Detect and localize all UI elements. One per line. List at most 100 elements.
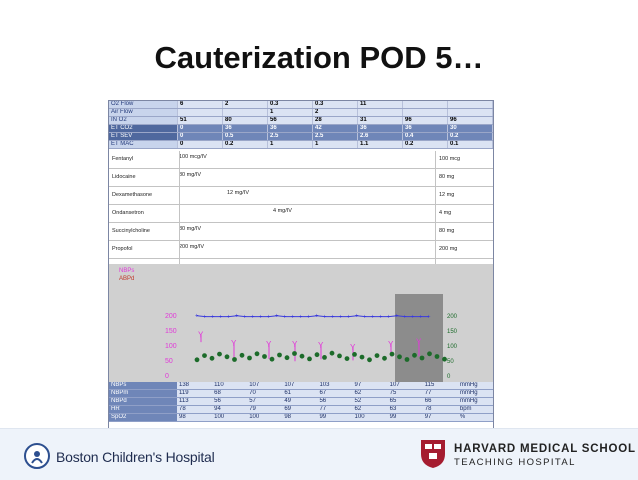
vitals-row-label: NBPd	[109, 397, 177, 406]
vitals-cell: 61	[282, 389, 318, 398]
spo2-marker: +	[299, 315, 303, 321]
vitals-row-label: NBPm	[109, 389, 177, 398]
right-tick-label: 100	[447, 344, 458, 350]
heart-rate-point	[367, 357, 372, 363]
ventilation-cell	[402, 108, 448, 117]
ventilation-cell: 0.3	[267, 101, 313, 109]
spo2-marker: +	[395, 314, 399, 320]
medication-row: Succinylcholine 80 mg/IV 80 mg	[109, 223, 493, 241]
vitals-cell: 49	[282, 397, 318, 406]
harvard-shield-icon	[421, 440, 445, 468]
heart-rate-point	[292, 351, 297, 356]
medication-total-dose: 80 mg	[439, 174, 455, 180]
spo2-marker: +	[379, 315, 383, 321]
medication-list: Fentanyl 100 mcg/IV 100 mcg Lidocaine 80 mg/…	[109, 151, 493, 277]
heart-rate-point	[269, 356, 275, 362]
ventilation-row: ET MAC 0 0.2 1 1 1.1 0.2 0.1	[109, 140, 493, 149]
bp-systolic-marker: Y	[388, 340, 394, 349]
medication-row: Propofol 200 mg/IV 200 mg	[109, 241, 493, 259]
vitals-cell: 77	[317, 405, 353, 414]
vitals-cell: 115	[422, 382, 458, 390]
bp-systolic-marker: Y	[292, 340, 298, 349]
heart-rate-point	[352, 352, 357, 357]
heart-rate-point	[277, 352, 282, 358]
vitals-cell: 56	[317, 397, 353, 406]
medication-name: Succinylcholine	[112, 228, 150, 234]
spo2-marker: +	[387, 315, 391, 321]
vitals-cell: 97	[422, 413, 458, 422]
medication-row: Dexamethasone 12 mg/IV 12 mg	[109, 187, 493, 205]
ventilation-row-label: IN O2	[109, 116, 178, 125]
vitals-cell: 107	[387, 382, 423, 390]
heart-rate-point	[284, 355, 290, 361]
heart-rate-point	[232, 357, 237, 362]
right-tick-label: 50	[447, 359, 454, 365]
legend-entry: NBPs	[119, 268, 134, 274]
heart-rate-point	[217, 351, 222, 357]
spo2-marker: +	[251, 315, 255, 321]
medication-name: Fentanyl	[112, 156, 134, 162]
vitals-cell: 79	[247, 405, 283, 414]
vitals-cell: 119	[177, 389, 213, 398]
ventilation-cell: 28	[312, 116, 358, 125]
ventilation-row: O2 Flow 6 2 0.3 0.3 11	[109, 101, 493, 109]
vitals-cell: 98	[177, 413, 213, 422]
ventilation-cell: 56	[267, 116, 313, 125]
vitals-table: NBPs 138 110 107 107 103 97 107 115 mmHg NBPm 119 68…	[109, 382, 493, 422]
ventilation-row: ET CO2 0 36 36 42 36 36 30	[109, 124, 493, 133]
heart-rate-point	[337, 353, 342, 359]
teaching-hospital-text: TEACHING HOSPITAL	[454, 457, 576, 468]
y-tick-label: 100	[165, 343, 177, 350]
vitals-cell: 78	[177, 405, 213, 414]
vitals-cell: 57	[247, 397, 283, 406]
heart-rate-point	[374, 353, 380, 358]
heart-rate-point	[209, 355, 215, 361]
ventilation-cell: 0.3	[312, 101, 358, 109]
ventilation-cell: 80	[222, 116, 268, 125]
heart-rate-point	[314, 352, 320, 358]
heart-rate-point	[344, 356, 350, 361]
heart-rate-point	[194, 357, 200, 363]
ventilation-cell: 1	[267, 140, 313, 149]
ventilation-cell: 2.5	[312, 132, 358, 141]
spo2-marker: +	[259, 315, 263, 321]
medication-total-dose: 80 mg	[439, 228, 455, 234]
vitals-row-label: HR	[109, 405, 177, 414]
spo2-marker: +	[315, 314, 319, 320]
spo2-marker: +	[235, 314, 239, 320]
vitals-cell: 110	[212, 382, 248, 390]
ventilation-cell: 96	[447, 116, 493, 125]
vitals-cell: 65	[387, 397, 423, 406]
bp-systolic-marker: Y	[318, 341, 324, 350]
ventilation-cell: 36	[402, 124, 448, 133]
heart-rate-point	[299, 353, 305, 359]
boston-childrens-hospital-text: Boston Children's Hospital	[56, 449, 215, 465]
heart-rate-point	[434, 354, 440, 359]
ventilation-cell: 0	[177, 140, 223, 149]
heart-rate-point	[419, 355, 425, 361]
spo2-marker: +	[355, 314, 359, 320]
bp-systolic-marker: Y	[266, 340, 272, 349]
heart-rate-point	[247, 355, 252, 361]
medication-dose-marker: 200 mg/IV	[179, 244, 205, 250]
ventilation-cell: 2.5	[267, 132, 313, 141]
heart-rate-point	[359, 354, 365, 360]
vitals-cell: 68	[212, 389, 248, 398]
spo2-marker: +	[323, 315, 327, 321]
ventilation-cell: 0.2	[447, 132, 493, 141]
ventilation-cell: 0.4	[402, 132, 448, 141]
spo2-marker: +	[195, 314, 199, 320]
vitals-cell: 62	[352, 405, 388, 414]
vitals-row: SpO2 98 100 100 98 99 100 99 97%	[109, 413, 493, 422]
ventilation-row-label: Air Flow	[109, 108, 178, 117]
heart-rate-point	[389, 351, 395, 357]
spo2-marker: +	[275, 314, 279, 320]
legend-entry: ABPd	[119, 276, 134, 282]
vitals-cell: 62	[352, 389, 388, 398]
vitals-cell: 107	[247, 382, 283, 390]
vitals-cell: 75	[387, 389, 423, 398]
y-tick-label: 50	[165, 358, 173, 365]
harvard-medical-school-text: HARVARD MEDICAL SCHOOL	[454, 443, 636, 455]
heart-rate-point	[322, 355, 327, 360]
ventilation-row-label: O2 Flow	[109, 101, 178, 109]
